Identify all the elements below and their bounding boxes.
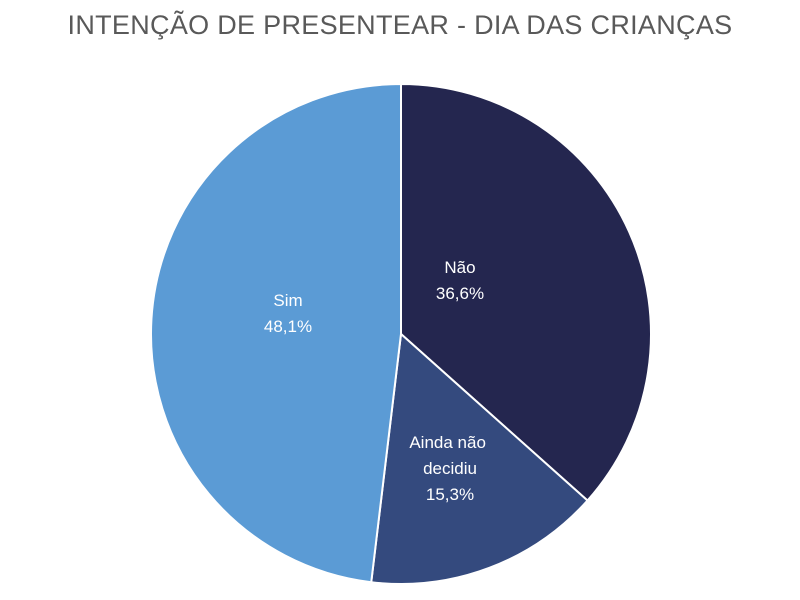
slice-value-3: 48,1% <box>264 317 312 336</box>
slice-label-2: Ainda não decidiu 15,3% <box>409 433 490 504</box>
pie-labels: Não 36,6% Ainda não decidiu 15,3% Sim 48,1% <box>264 258 491 504</box>
pie-slice-2 <box>370 333 589 585</box>
slice-name-2: Ainda não decidiu <box>409 433 490 478</box>
pie-slices <box>150 83 652 585</box>
slice-label-3: Sim 48,1% <box>264 291 312 336</box>
slice-value-1: 36,6% <box>436 284 484 303</box>
pie-slice-3 <box>150 83 402 584</box>
slice-name-1: Não <box>444 258 475 277</box>
slice-value-2: 15,3% <box>426 485 474 504</box>
pie-slice-1 <box>400 83 652 502</box>
slice-name-3: Sim <box>273 291 302 310</box>
chart-title: INTENÇÃO DE PRESENTEAR - DIA DAS CRIANÇA… <box>67 10 733 40</box>
slice-label-1: Não 36,6% <box>436 258 484 303</box>
